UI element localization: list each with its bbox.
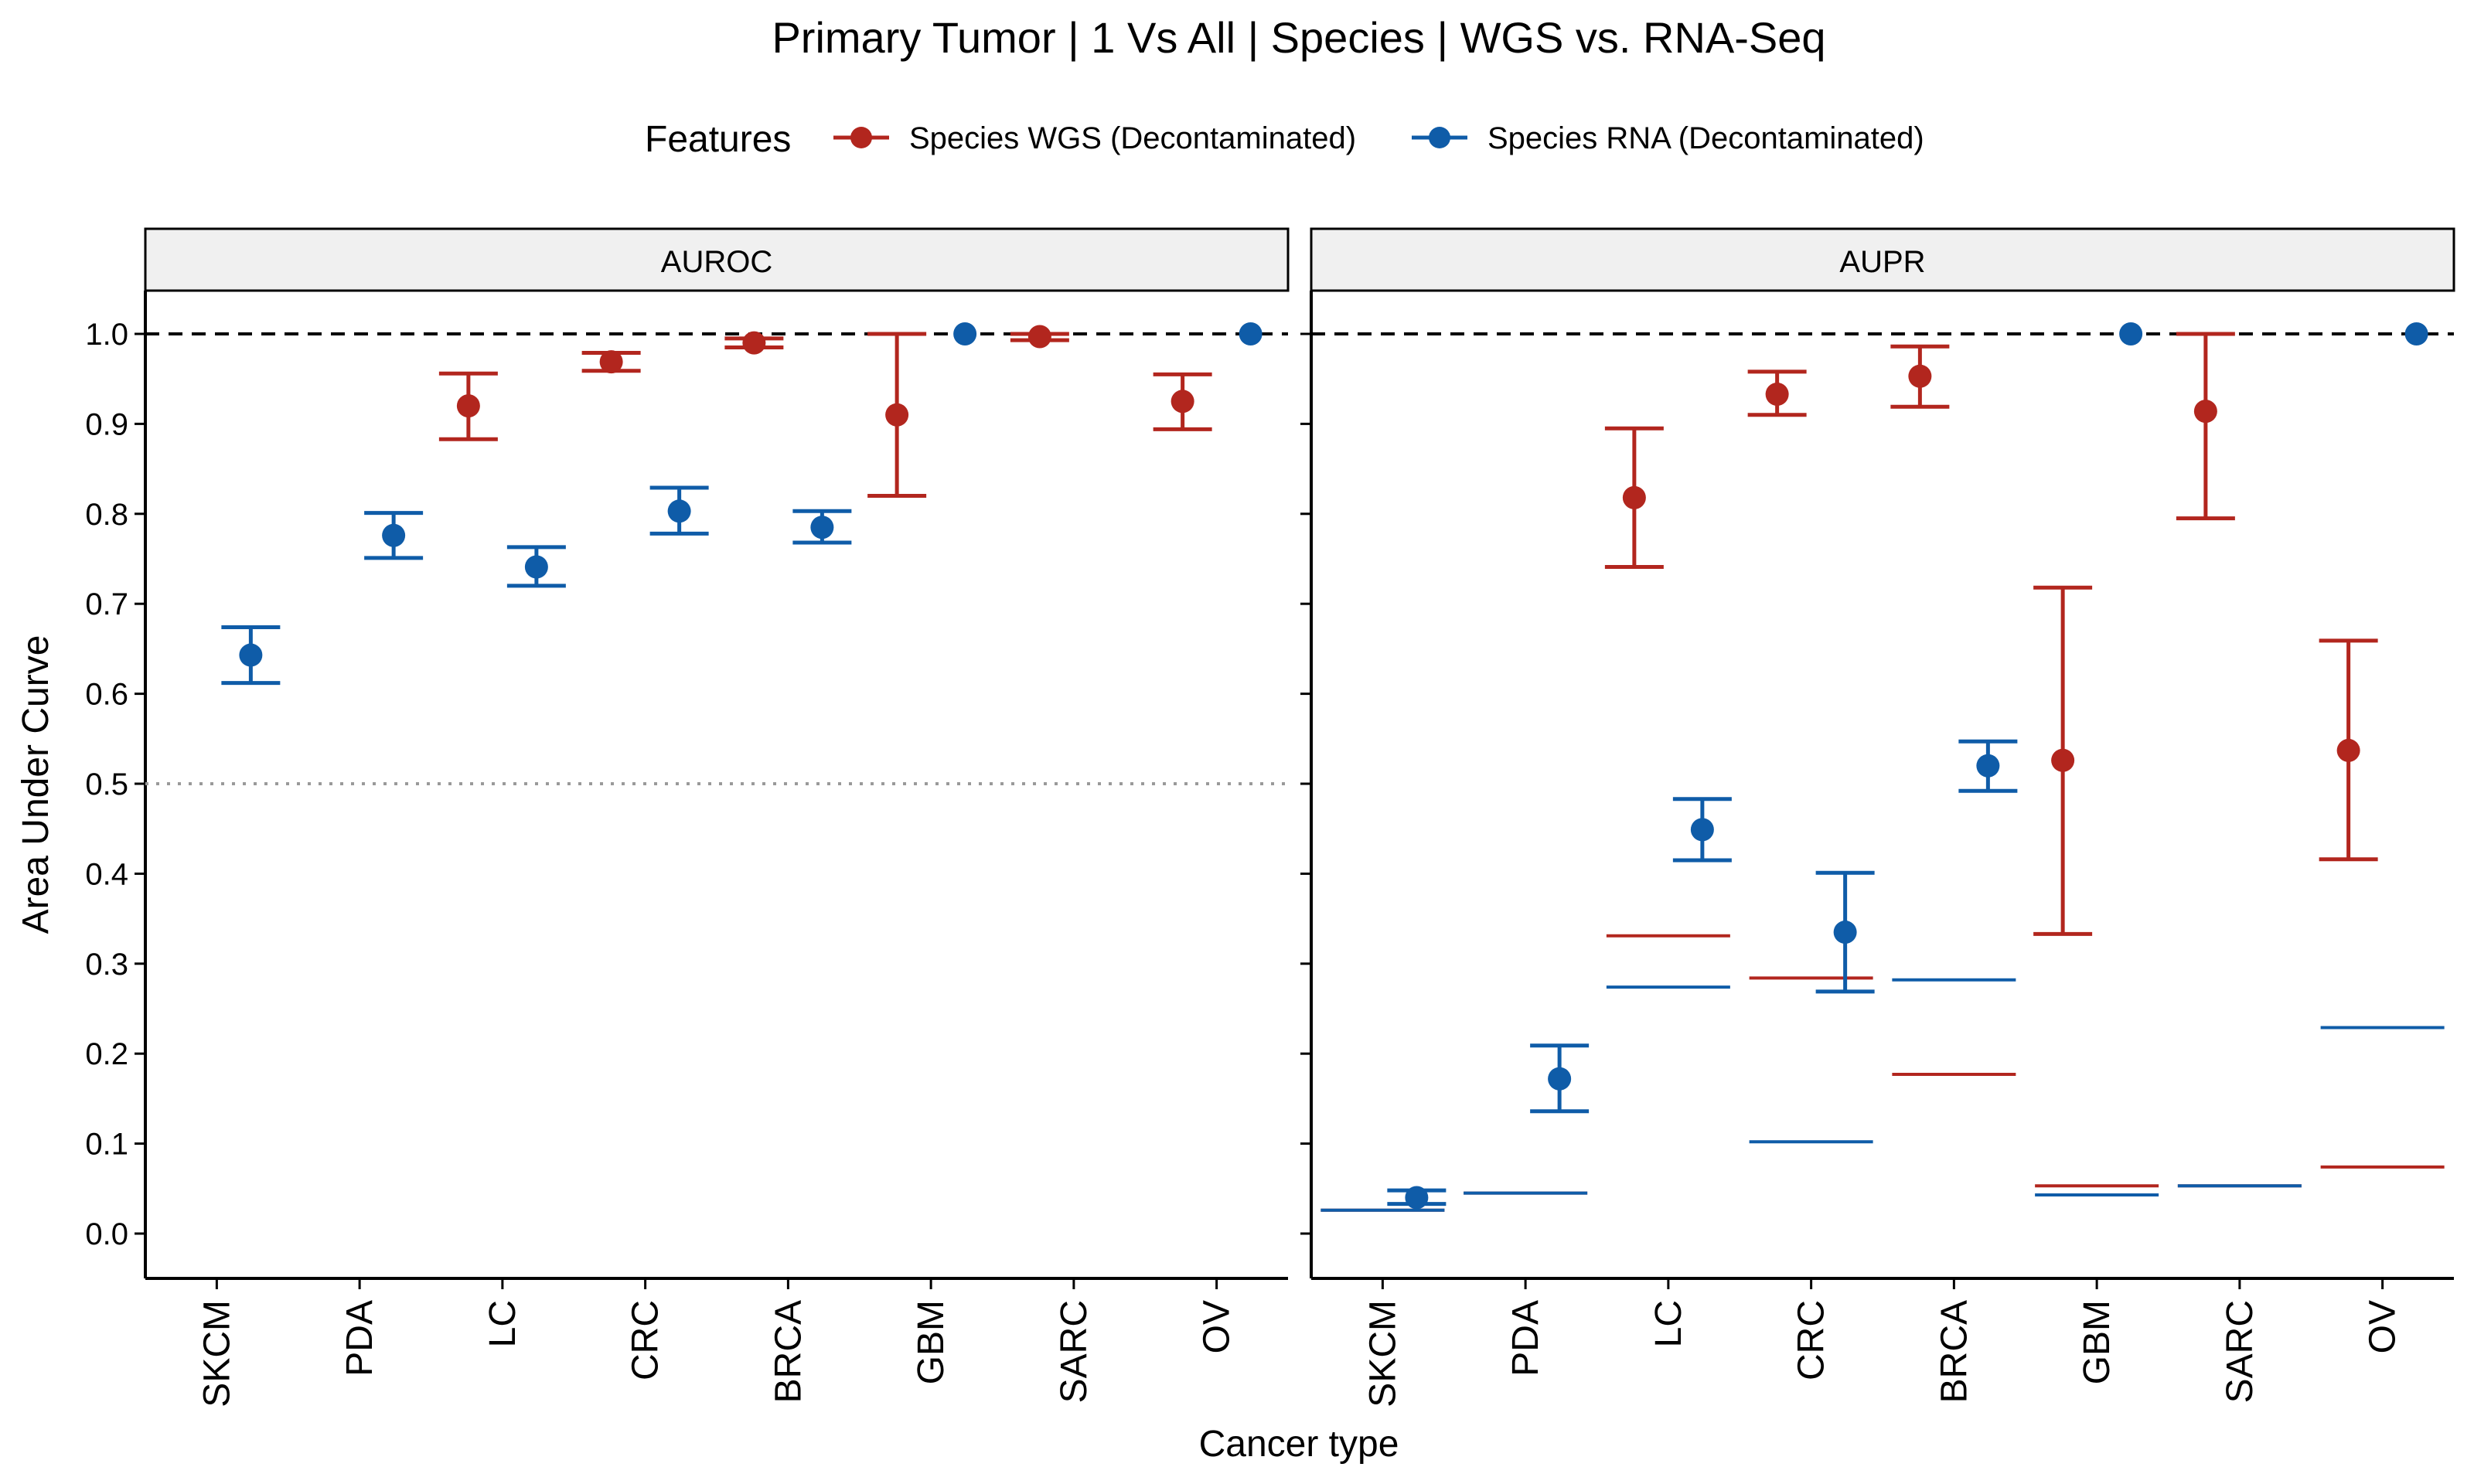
data-point-wgs — [1027, 325, 1051, 349]
legend-label-wgs: Species WGS (Decontaminated) — [909, 121, 1356, 155]
x-tick-label: SARC — [2220, 1300, 2261, 1403]
panel-auroc — [221, 322, 1263, 686]
data-point-rna — [810, 516, 834, 539]
legend-key-marker-rna — [1429, 127, 1450, 148]
data-point-wgs — [2051, 748, 2075, 772]
x-tick-label: LC — [482, 1300, 523, 1347]
x-tick-label: OV — [1197, 1300, 1238, 1353]
data-point-rna — [2404, 322, 2428, 345]
data-point-wgs — [1622, 485, 1646, 509]
panel-title-aupr: AUPR — [1839, 245, 1925, 279]
data-point-rna — [2119, 322, 2143, 345]
legend-key-marker-wgs — [850, 127, 872, 148]
data-point-rna — [1405, 1186, 1429, 1210]
legend: Features Species WGS (Decontaminated) Sp… — [645, 119, 1924, 160]
legend-title: Features — [645, 119, 791, 160]
y-ticks: 0.0 0.1 0.2 0.3 0.4 0.5 0.6 0.7 0.8 0.9 1.0 — [85, 318, 1311, 1251]
y-axis-title: Area Under Curve — [15, 635, 56, 934]
x-tick-label: OV — [2363, 1300, 2404, 1353]
x-ticks: SKCM PDA LC CRC BRCA GBM SARC OV SKCM PDA LC CRC BRC… — [196, 1278, 2404, 1407]
y-tick-label: 0.0 — [85, 1217, 128, 1251]
data-point-rna — [953, 322, 977, 345]
data-point-wgs — [599, 350, 623, 374]
legend-entry-rna: Species RNA (Decontaminated) — [1412, 121, 1924, 155]
panel-strip-aupr — [1310, 227, 2455, 292]
chart-title: Primary Tumor | 1 Vs All | Species | WGS… — [772, 13, 1825, 62]
x-axis-title: Cancer type — [1199, 1424, 1399, 1465]
panel-strip-auroc — [144, 227, 1290, 292]
x-tick-label: SKCM — [196, 1300, 237, 1407]
panel-aupr — [1320, 322, 2445, 1212]
y-tick-label: 0.5 — [85, 768, 128, 802]
panel-title-auroc: AUROC — [661, 245, 772, 279]
data-point-wgs — [742, 331, 766, 355]
x-tick-label: LC — [1648, 1300, 1689, 1347]
data-point-wgs — [1765, 382, 1789, 406]
data-point-wgs — [2336, 738, 2360, 762]
data-point-rna — [524, 555, 548, 579]
data-point-wgs — [456, 394, 480, 418]
x-tick-label: CRC — [625, 1300, 666, 1380]
legend-label-rna: Species RNA (Decontaminated) — [1487, 121, 1924, 155]
y-tick-label: 0.8 — [85, 498, 128, 532]
data-point-rna — [239, 643, 263, 667]
y-tick-label: 0.2 — [85, 1037, 128, 1071]
data-point-rna — [1833, 921, 1857, 945]
y-tick-label: 0.7 — [85, 587, 128, 621]
panel-strips: AUROC AUPR — [144, 227, 2455, 292]
data-point-wgs — [2193, 400, 2217, 424]
data-point-rna — [1976, 754, 2000, 778]
x-tick-label: SKCM — [1362, 1300, 1403, 1407]
y-tick-label: 0.3 — [85, 948, 128, 982]
y-tick-label: 0.6 — [85, 678, 128, 712]
x-axis: SKCM PDA LC CRC BRCA GBM SARC OV SKCM PDA LC CRC BRC… — [145, 1277, 2454, 1407]
data-point-rna — [1548, 1067, 1572, 1091]
data-point-rna — [382, 523, 406, 547]
data-point-rna — [1690, 818, 1714, 842]
data-point-rna — [667, 499, 691, 523]
y-tick-label: 0.4 — [85, 857, 128, 891]
data-point-rna — [1239, 322, 1263, 345]
x-tick-label: BRCA — [1934, 1300, 1975, 1403]
data-point-wgs — [1171, 390, 1194, 414]
data-point-wgs — [1908, 364, 1932, 388]
legend-entry-wgs: Species WGS (Decontaminated) — [833, 121, 1356, 155]
x-tick-label: GBM — [2077, 1300, 2118, 1384]
x-tick-label: SARC — [1054, 1300, 1095, 1403]
y-tick-label: 0.9 — [85, 407, 128, 441]
x-tick-label: GBM — [911, 1300, 952, 1384]
data-point-wgs — [885, 403, 909, 427]
x-tick-label: PDA — [1505, 1300, 1546, 1377]
y-tick-label: 1.0 — [85, 318, 128, 352]
x-tick-label: CRC — [1791, 1300, 1832, 1380]
y-tick-label: 0.1 — [85, 1128, 128, 1162]
x-tick-label: PDA — [339, 1300, 380, 1377]
reference-lines — [145, 332, 2454, 785]
x-tick-label: BRCA — [768, 1300, 809, 1403]
